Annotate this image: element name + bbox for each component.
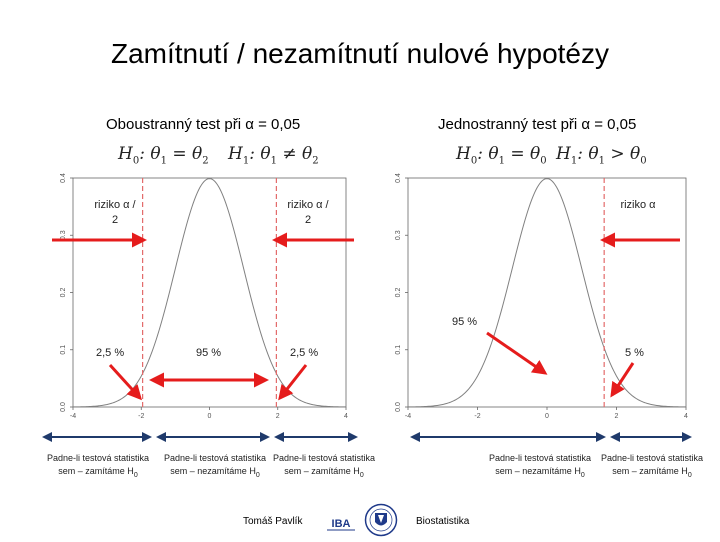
caption-left-reject: Padne-li testová statistika sem – zamítá… bbox=[46, 453, 150, 479]
right-ytick-label: 0.2 bbox=[395, 288, 402, 298]
right-ytick-label: 0.0 bbox=[395, 402, 402, 412]
pct-mid-label: 95 % bbox=[196, 347, 222, 359]
footer-author: Tomáš Pavlík bbox=[243, 516, 303, 527]
right-h0-formula: H0: θ1 = θ0 bbox=[456, 144, 547, 167]
left-ytick-label: 0.2 bbox=[60, 288, 67, 298]
risk-right-label: riziko α / 2 bbox=[287, 199, 329, 226]
iba-logo: IBA bbox=[326, 511, 356, 533]
caption-onesided-reject: Padne-li testová statistika sem – zamítá… bbox=[600, 453, 704, 479]
risk-alpha-label: riziko α bbox=[620, 199, 656, 211]
left-ytick-label: 0.1 bbox=[60, 345, 67, 355]
right-xtick-label: 4 bbox=[684, 413, 688, 420]
left-ytick-label: 0.3 bbox=[60, 230, 67, 240]
right-ytick-label: 0.3 bbox=[395, 230, 402, 240]
slide-title: Zamítnutí / nezamítnutí nulové hypotézy bbox=[110, 38, 610, 69]
caption-right-reject: Padne-li testová statistika sem – zamítá… bbox=[272, 453, 376, 479]
pct-95-label: 95 % bbox=[452, 316, 478, 328]
footer-course: Biostatistika bbox=[416, 516, 470, 527]
right-xtick-label: -4 bbox=[405, 413, 411, 420]
caption-mid-accept: Padne-li testová statistika sem – nezamí… bbox=[163, 453, 267, 479]
right-density-curve bbox=[407, 178, 687, 408]
left-ytick-label: 0.0 bbox=[60, 402, 67, 412]
caption-onesided-accept: Padne-li testová statistika sem – nezamí… bbox=[488, 453, 592, 479]
pct-right-arrow bbox=[278, 364, 308, 401]
left-h0-formula: H0: θ1 = θ2 bbox=[118, 144, 209, 167]
left-ytick-label: 0.4 bbox=[60, 173, 67, 183]
left-density-curve bbox=[72, 178, 347, 408]
right-h1-formula: H1: θ1 > θ0 bbox=[556, 144, 647, 167]
left-xtick-label: 2 bbox=[276, 413, 280, 420]
pct-5-label: 5 % bbox=[625, 347, 644, 359]
university-seal bbox=[364, 503, 398, 537]
left-subtitle: Oboustranný test při α = 0,05 bbox=[106, 116, 301, 133]
pct-left-label: 2,5 % bbox=[96, 347, 125, 359]
right-xtick-label: 2 bbox=[615, 413, 619, 420]
right-ytick-label: 0.4 bbox=[395, 173, 402, 183]
risk-left-label: riziko α / 2 bbox=[94, 199, 136, 226]
pct-5-arrow bbox=[610, 362, 635, 398]
left-xtick-label: -2 bbox=[138, 413, 144, 420]
right-xtick-label: 0 bbox=[545, 413, 549, 420]
right-xtick-label: -2 bbox=[474, 413, 480, 420]
left-xtick-label: -4 bbox=[70, 413, 76, 420]
right-ytick-label: 0.1 bbox=[395, 345, 402, 355]
left-xtick-label: 0 bbox=[208, 413, 212, 420]
right-normal-plot: 0.0 0.1 0.2 0.3 0.4 -4 -2 0 2 4 bbox=[395, 173, 688, 420]
svg-text:IBA: IBA bbox=[332, 518, 351, 530]
pct-right-label: 2,5 % bbox=[290, 347, 319, 359]
pct-left-arrow bbox=[108, 363, 143, 401]
right-subtitle: Jednostranný test při α = 0,05 bbox=[438, 116, 637, 133]
pct-95-arrow bbox=[486, 331, 548, 375]
left-normal-plot: 0.0 0.1 0.2 0.3 0.4 -4 -2 0 2 4 bbox=[60, 173, 348, 420]
left-xtick-label: 4 bbox=[344, 413, 348, 420]
left-h1-formula: H1: θ1 ≠ θ2 bbox=[228, 144, 319, 167]
